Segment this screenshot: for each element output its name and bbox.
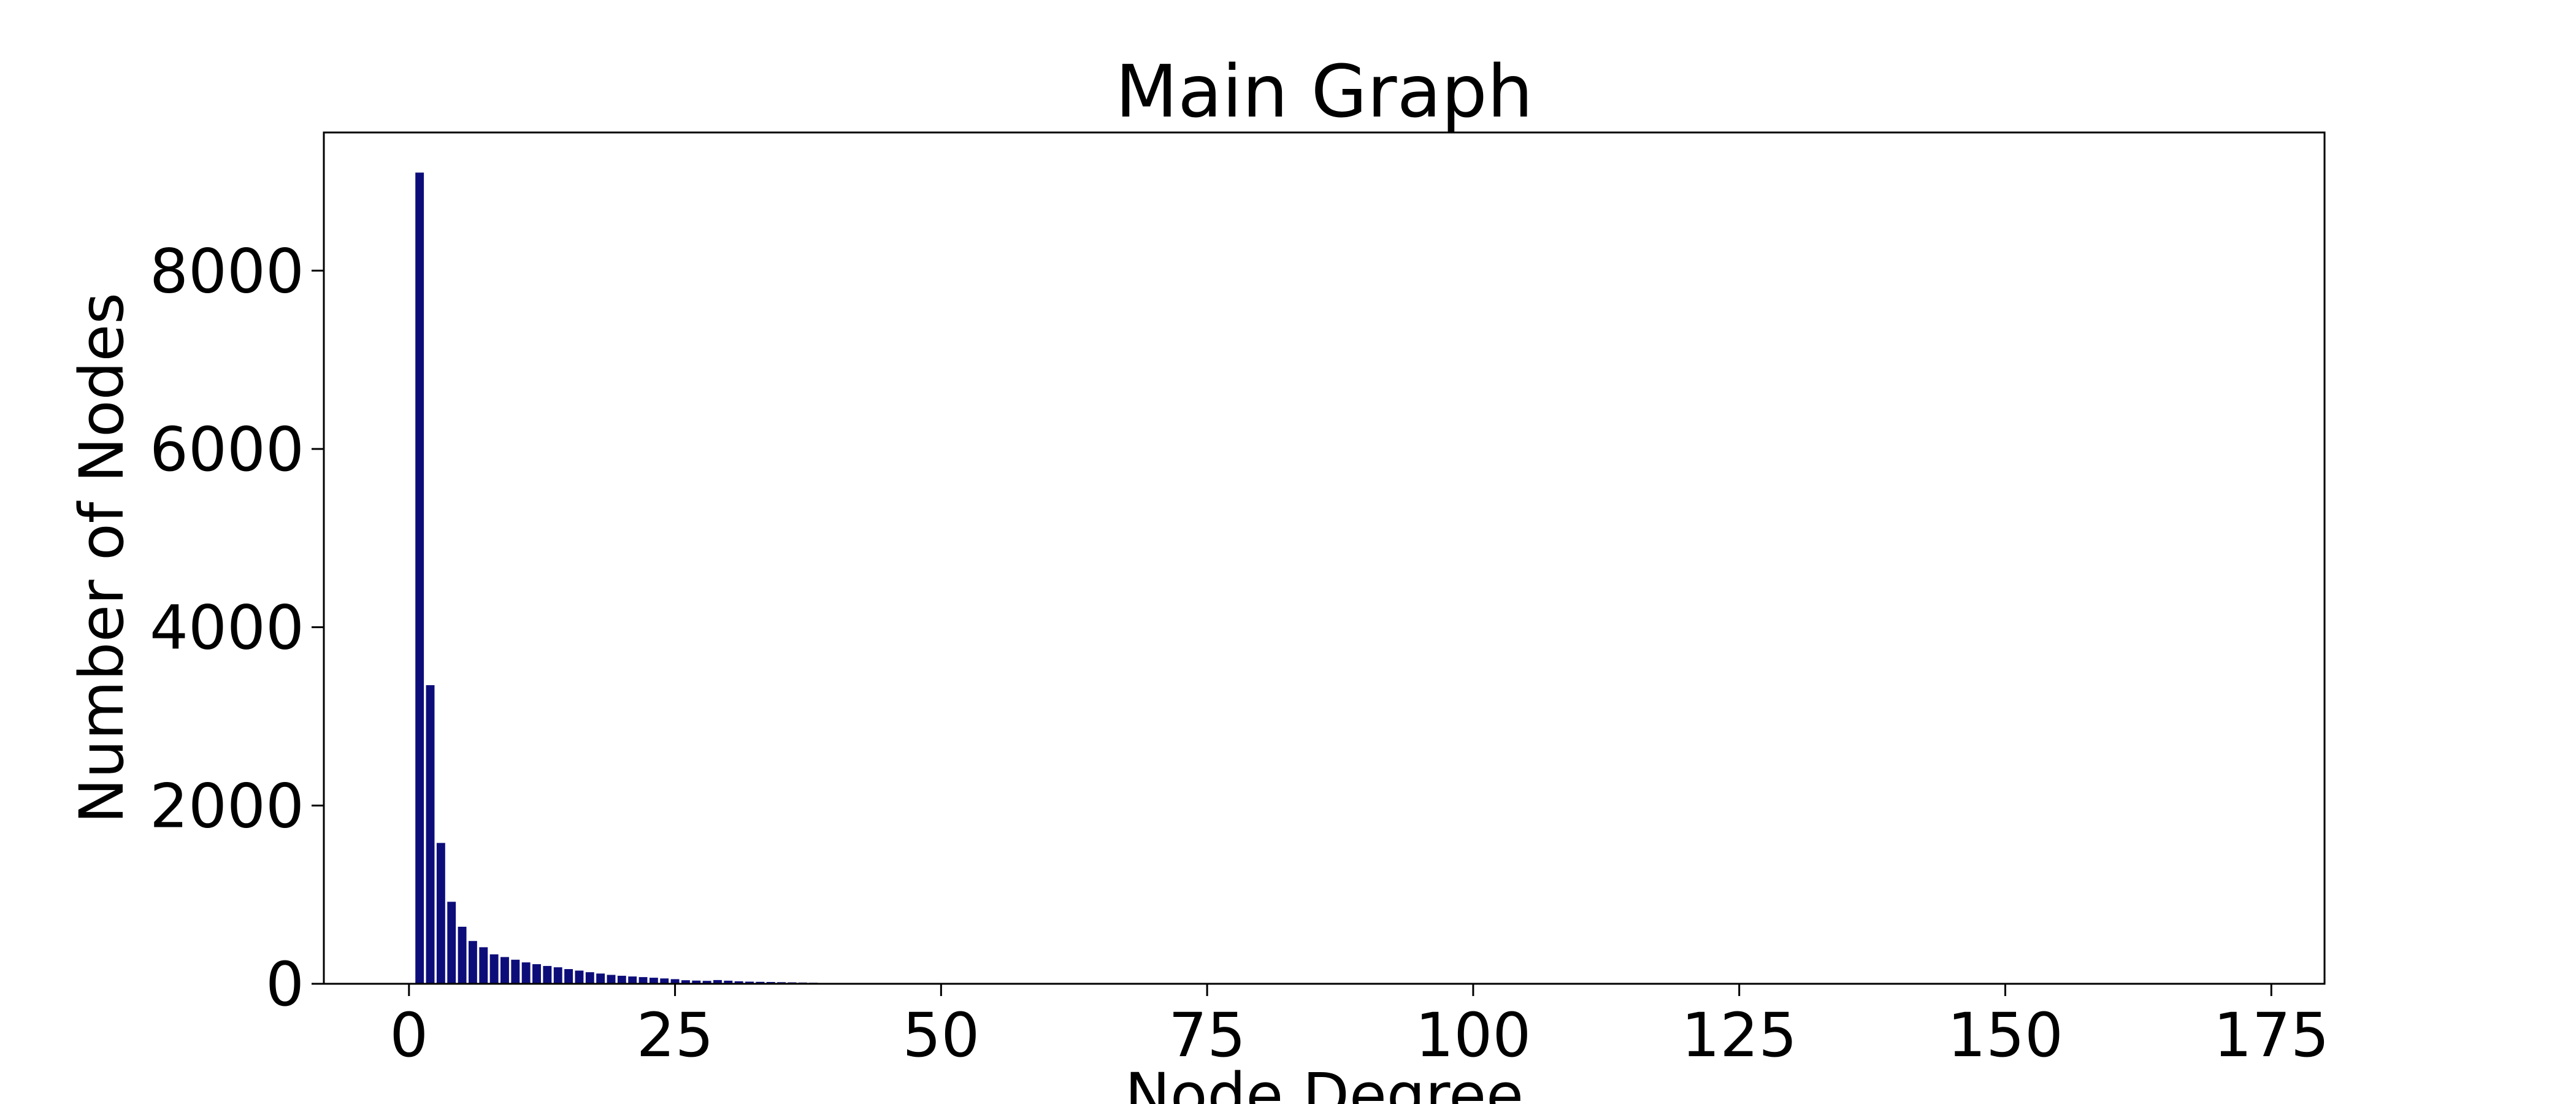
y-axis-label: Number of Nodes bbox=[67, 293, 137, 824]
x-tick-label: 100 bbox=[1415, 1000, 1531, 1071]
bar-degree-14 bbox=[553, 967, 562, 984]
bar-degree-8 bbox=[489, 954, 499, 984]
y-tick-label: 6000 bbox=[150, 415, 304, 485]
x-axis-ticks: 0 25 50 75 100 125 150 175 bbox=[389, 984, 2329, 1071]
bar-degree-23 bbox=[649, 978, 658, 984]
x-tick-label: 50 bbox=[902, 1000, 979, 1071]
y-tick-label: 2000 bbox=[150, 771, 304, 841]
bar-degree-6 bbox=[468, 941, 477, 984]
x-tick-label: 0 bbox=[389, 1000, 428, 1071]
x-tick-label: 25 bbox=[637, 1000, 714, 1071]
bar-degree-13 bbox=[543, 965, 552, 984]
bar-degree-25 bbox=[670, 979, 680, 984]
bar-degree-33 bbox=[756, 981, 765, 984]
bar-degree-31 bbox=[734, 981, 743, 984]
bar-degree-1 bbox=[415, 172, 424, 984]
y-tick-label: 4000 bbox=[150, 593, 304, 664]
bar-degree-9 bbox=[500, 957, 509, 984]
bar-degree-26 bbox=[681, 980, 690, 984]
bar-degree-17 bbox=[585, 972, 594, 984]
y-tick-label: 0 bbox=[266, 949, 304, 1020]
chart-title: Main Graph bbox=[1115, 49, 1533, 134]
bar-degree-20 bbox=[617, 975, 626, 984]
plot-area-frame bbox=[323, 131, 2326, 985]
bar-degree-21 bbox=[628, 976, 637, 984]
bar-degree-16 bbox=[575, 970, 584, 984]
x-axis-label: Node Degree bbox=[1125, 1060, 1524, 1104]
x-tick-label: 125 bbox=[1681, 1000, 1797, 1071]
bar-degree-10 bbox=[511, 959, 520, 984]
y-axis-ticks: 0 2000 4000 6000 8000 bbox=[150, 236, 324, 1020]
bar-degree-22 bbox=[638, 977, 648, 984]
bar-degree-3 bbox=[436, 843, 445, 984]
bar-degree-7 bbox=[479, 947, 488, 984]
bar-degree-19 bbox=[607, 975, 616, 984]
bar-degree-30 bbox=[724, 980, 733, 984]
bar-degree-2 bbox=[426, 685, 435, 984]
bar-degree-24 bbox=[660, 978, 669, 984]
y-tick-label: 8000 bbox=[150, 236, 304, 307]
bar-degree-5 bbox=[458, 926, 467, 984]
x-tick-label: 175 bbox=[2214, 1000, 2329, 1071]
x-tick-label: 150 bbox=[1947, 1000, 2063, 1071]
bar-degree-11 bbox=[521, 962, 531, 984]
bar-degree-12 bbox=[532, 964, 541, 984]
bar-degree-27 bbox=[692, 980, 701, 984]
bar-degree-32 bbox=[745, 981, 754, 984]
bar-degree-4 bbox=[447, 902, 456, 984]
bars-group bbox=[415, 172, 892, 984]
x-tick-label: 75 bbox=[1168, 1000, 1246, 1071]
bar-degree-18 bbox=[596, 973, 605, 984]
bar-degree-29 bbox=[713, 979, 722, 984]
bar-degree-15 bbox=[564, 969, 573, 984]
bar-degree-28 bbox=[702, 981, 711, 984]
